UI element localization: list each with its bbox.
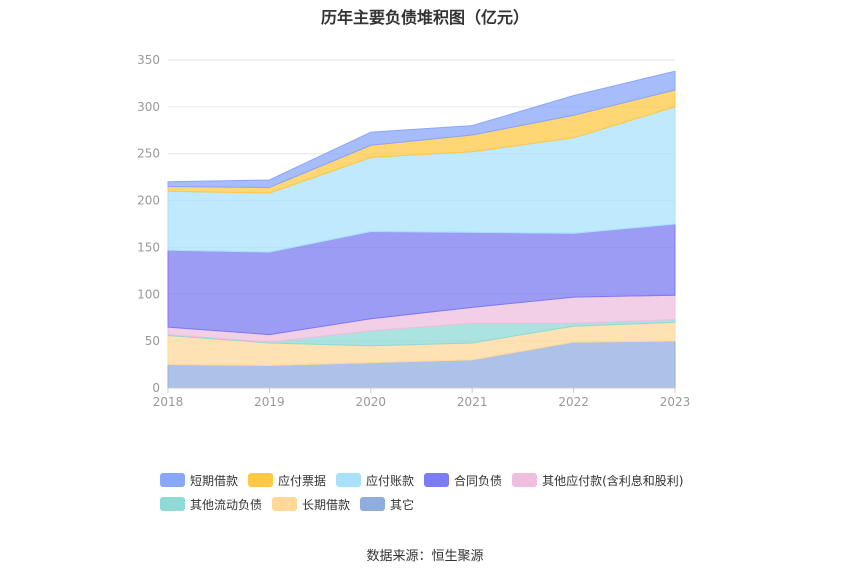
area-series-group — [167, 70, 676, 389]
legend-label: 应付票据 — [278, 473, 327, 488]
y-tick-label: 200 — [137, 194, 160, 208]
legend-label: 应付账款 — [366, 473, 415, 488]
legend-item-long-term-loans[interactable]: 长期借款 — [272, 496, 350, 512]
legend-item-other[interactable]: 其它 — [360, 496, 414, 512]
legend-label: 短期借款 — [190, 473, 239, 488]
axes: 0 50 100 150 200 250 300 350 2018 2019 2020 2021 202… — [137, 53, 690, 409]
legend-label: 其他应付款(含利息和股利) — [542, 473, 684, 488]
legend-item-other-payables[interactable]: 其他应付款(含利息和股利) — [512, 472, 683, 488]
legend-label: 长期借款 — [302, 497, 351, 512]
legend-item-short-term-loans[interactable]: 短期借款 — [160, 472, 238, 488]
legend-swatch — [512, 473, 538, 487]
y-tick-label: 250 — [137, 147, 160, 161]
legend-swatch — [160, 497, 185, 511]
y-tick-label: 100 — [137, 287, 160, 301]
legend-swatch — [336, 473, 362, 487]
y-tick-label: 0 — [152, 381, 160, 395]
area-series[interactable] — [167, 70, 676, 189]
legend-swatch — [424, 473, 450, 487]
legend-item-other-current-liabilities[interactable]: 其他流动负债 — [160, 496, 262, 512]
legend-swatch — [160, 473, 185, 487]
legend: 短期借款 应付票据 应付账款 合同负债 其他应付款(含利息和股利) 其他流动负债… — [160, 472, 720, 512]
x-tick-label: 2022 — [558, 395, 589, 409]
legend-label: 其它 — [390, 497, 415, 512]
legend-item-contract-liabilities[interactable]: 合同负债 — [424, 472, 502, 488]
y-tick-label: 350 — [137, 53, 160, 67]
y-tick-label: 50 — [145, 334, 160, 348]
x-tick-label: 2019 — [254, 395, 285, 409]
chart-title: 历年主要负债堆积图（亿元） — [320, 8, 529, 27]
y-tick-label: 300 — [137, 100, 160, 114]
data-source: 数据来源：恒生聚源 — [366, 549, 484, 564]
legend-swatch — [272, 497, 298, 511]
x-tick-label: 2020 — [356, 395, 387, 409]
y-tick-label: 150 — [137, 240, 160, 254]
legend-label: 合同负债 — [454, 473, 503, 488]
legend-item-accounts-payable[interactable]: 应付账款 — [336, 472, 414, 488]
legend-label: 其他流动负债 — [190, 497, 263, 512]
legend-swatch — [248, 473, 274, 487]
legend-swatch — [360, 497, 386, 511]
legend-item-notes-payable[interactable]: 应付票据 — [248, 472, 326, 488]
x-tick-label: 2021 — [457, 395, 488, 409]
stacked-area-chart: 0 50 100 150 200 250 300 350 2018 2019 2020 2021 202… — [137, 53, 690, 409]
x-tick-label: 2023 — [660, 395, 691, 409]
x-tick-label: 2018 — [153, 395, 184, 409]
